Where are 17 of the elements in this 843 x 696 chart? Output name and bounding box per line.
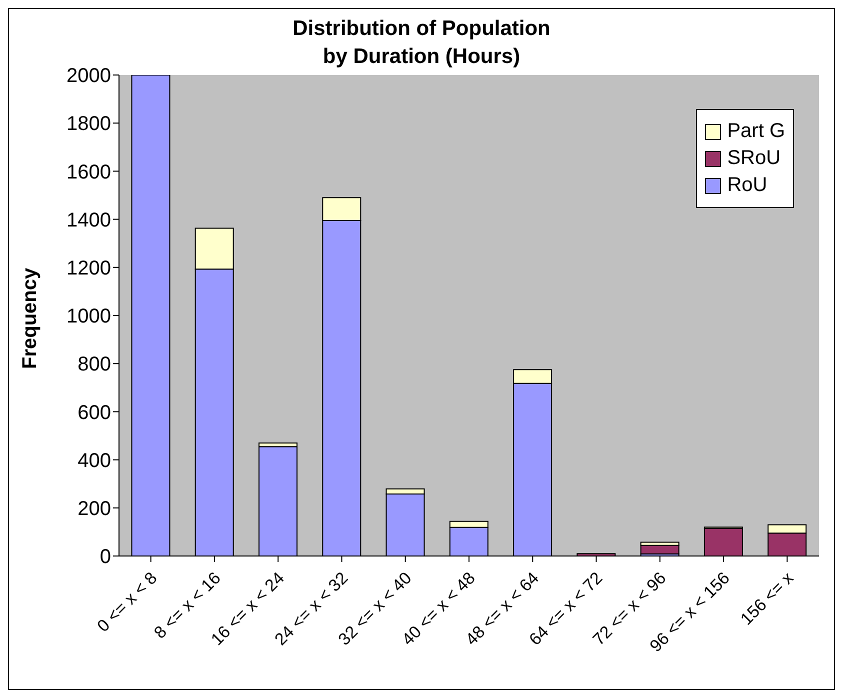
y-tick-label: 1600 bbox=[66, 161, 111, 184]
y-tick-label: 400 bbox=[78, 450, 111, 472]
y-tick-label: 1000 bbox=[66, 306, 111, 328]
y-tick-label: 0 bbox=[100, 546, 111, 568]
x-tick-label: 156 <= x bbox=[736, 568, 798, 629]
y-tick-label: 1400 bbox=[66, 209, 111, 232]
y-axis-title: Frequency bbox=[19, 268, 42, 369]
y-tick-label: 200 bbox=[78, 498, 111, 520]
y-tick-label: 600 bbox=[78, 402, 111, 424]
chart-title: Distribution of Population by Duration (Hours) bbox=[292, 17, 550, 68]
y-tick-label: 2000 bbox=[66, 65, 111, 88]
y-tick-label: 1200 bbox=[66, 258, 111, 280]
legend-label: RoU bbox=[727, 174, 768, 197]
legend-label: Part G bbox=[727, 120, 785, 143]
legend-label: SRoU bbox=[727, 147, 781, 170]
y-tick-label: 800 bbox=[78, 354, 111, 376]
y-tick-label: 1800 bbox=[66, 113, 111, 136]
